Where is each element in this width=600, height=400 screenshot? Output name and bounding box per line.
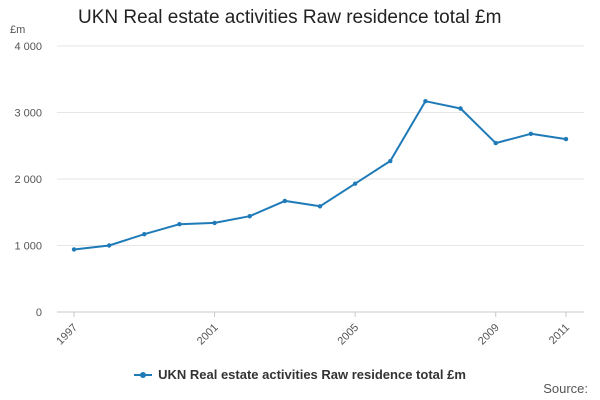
source-label: Source: (543, 381, 588, 396)
data-point (528, 131, 534, 136)
series-line (73, 100, 567, 251)
x-tick-label: 2001 (195, 322, 221, 348)
y-tick-label: 0 (36, 307, 42, 319)
data-point (493, 140, 498, 146)
y-tick-label: 1 000 (14, 241, 42, 253)
legend-swatch (134, 369, 153, 381)
series-layer (71, 98, 569, 252)
legend-label: UKN Real estate activities Raw residence… (158, 367, 466, 382)
data-point (282, 198, 288, 204)
x-tick-label: 2009 (476, 322, 502, 348)
y-tick-label: 2 000 (14, 174, 42, 186)
data-point (563, 136, 569, 142)
data-point (142, 231, 147, 237)
y-axis-unit-label: £m (10, 24, 25, 36)
data-point (247, 214, 252, 219)
data-point (388, 158, 393, 164)
data-point (177, 222, 182, 227)
y-tick-label: 4 000 (14, 41, 42, 53)
data-point (106, 243, 112, 248)
x-axis-labels: 1997 2001 2005 2009 2011 (54, 322, 572, 348)
x-tick-label: 1997 (54, 322, 80, 348)
data-point (423, 98, 428, 104)
data-point (458, 106, 463, 111)
y-axis-labels: £m 0 1 000 2 000 3 000 4 000 (10, 24, 42, 319)
data-point (352, 181, 358, 186)
chart-title: UKN Real estate activities Raw residence… (78, 7, 502, 28)
data-point (317, 204, 323, 209)
x-tick-label: 2005 (335, 322, 361, 348)
data-point (71, 247, 77, 252)
grid-lines (57, 45, 584, 317)
chart-legend: UKN Real estate activities Raw residence… (0, 367, 600, 384)
x-tick-label: 2011 (547, 322, 572, 347)
y-tick-label: 3 000 (14, 108, 42, 120)
data-point (212, 220, 217, 226)
